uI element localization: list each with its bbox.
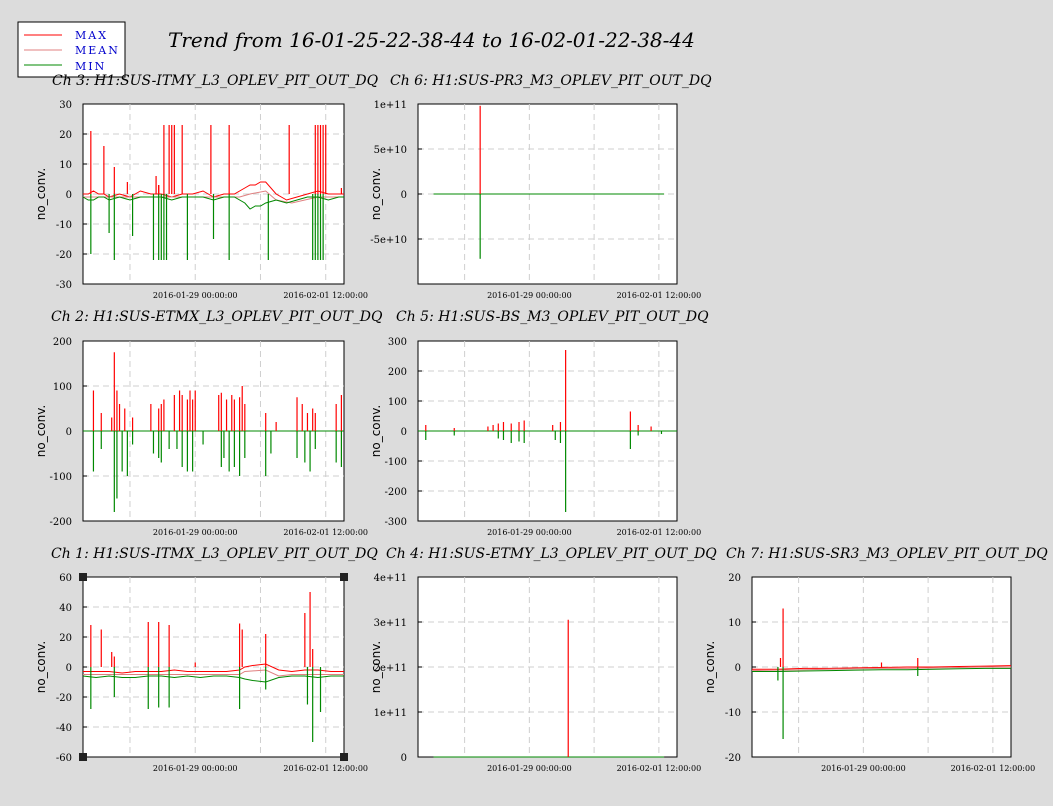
y-tick-label: 0 <box>66 427 72 438</box>
x-tick-label: 2016-02-01 12:00:00 <box>617 764 702 773</box>
y-tick-label: -20 <box>56 250 72 261</box>
panel-ch3: Ch 3: H1:SUS-ITMY_L3_OPLEV_PIT_OUT_DQ 30 2… <box>34 73 379 300</box>
y-tick-label: 20 <box>59 633 72 644</box>
selection-handle[interactable] <box>79 573 87 581</box>
legend-box: MAX MEAN MIN <box>17 21 126 78</box>
y-tick-label: -200 <box>385 487 407 498</box>
legend-max-label: MAX <box>75 29 108 42</box>
series-line-max <box>83 663 344 674</box>
y-axis-label: no_conv. <box>703 641 717 693</box>
y-tick-label: 0 <box>66 663 72 674</box>
panel-ch4: Ch 4: H1:SUS-ETMY_L3_OPLEV_PIT_OUT_DQ 4e+… <box>369 546 717 773</box>
y-axis-label: no_conv. <box>34 168 48 220</box>
y-tick-label: 1e+11 <box>374 708 407 719</box>
x-tick-label: 2016-01-29 00:00:00 <box>821 764 906 773</box>
y-tick-label: 0 <box>66 190 72 201</box>
y-tick-label: 100 <box>388 397 407 408</box>
series-line-min <box>82 675 344 683</box>
panel-title: Ch 1: H1:SUS-ITMX_L3_OPLEV_PIT_OUT_DQ <box>51 546 378 562</box>
selection-handle[interactable] <box>340 753 348 761</box>
y-tick-label: 0 <box>401 190 407 201</box>
x-tick-label: 2016-01-29 00:00:00 <box>487 291 572 300</box>
x-tick-label: 2016-02-01 12:00:00 <box>283 764 368 773</box>
panel-ch6: Ch 6: H1:SUS-PR3_M3_OPLEV_PIT_OUT_DQ 1e+1… <box>369 73 712 300</box>
y-axis-label: no_conv. <box>369 168 383 220</box>
y-tick-label: 100 <box>53 382 72 393</box>
y-tick-label: -20 <box>56 693 72 704</box>
y-axis-label: no_conv. <box>369 405 383 457</box>
y-tick-label: 60 <box>59 573 72 584</box>
y-tick-label: 20 <box>59 130 72 141</box>
y-tick-label: -300 <box>385 517 407 528</box>
y-tick-label: 0 <box>401 753 407 764</box>
selection-handle[interactable] <box>79 753 87 761</box>
y-tick-label: 200 <box>53 337 72 348</box>
panel-title: Ch 6: H1:SUS-PR3_M3_OPLEV_PIT_OUT_DQ <box>390 73 712 89</box>
y-tick-label: -30 <box>56 280 72 291</box>
series-line-min <box>752 667 1011 672</box>
panel-ch7: Ch 7: H1:SUS-SR3_M3_OPLEV_PIT_OUT_DQ 20 10… <box>703 546 1048 773</box>
y-axis-label: no_conv. <box>34 641 48 693</box>
y-tick-label: -10 <box>56 220 72 231</box>
y-tick-label: 1e+11 <box>374 100 407 111</box>
y-tick-label: 40 <box>59 603 72 614</box>
x-tick-label: 2016-02-01 12:00:00 <box>617 528 702 537</box>
x-tick-label: 2016-02-01 12:00:00 <box>283 528 368 537</box>
panel-title: Ch 7: H1:SUS-SR3_M3_OPLEV_PIT_OUT_DQ <box>726 546 1048 562</box>
selection-handle[interactable] <box>340 573 348 581</box>
y-axis-label: no_conv. <box>34 405 48 457</box>
y-tick-label: -60 <box>56 753 72 764</box>
y-tick-label: 3e+11 <box>374 618 407 629</box>
panel-ch2: Ch 2: H1:SUS-ETMX_L3_OPLEV_PIT_OUT_DQ 200… <box>34 309 383 537</box>
panel-title: Ch 5: H1:SUS-BS_M3_OPLEV_PIT_OUT_DQ <box>396 309 709 325</box>
y-tick-label: -40 <box>56 723 72 734</box>
x-tick-label: 2016-02-01 12:00:00 <box>617 291 702 300</box>
panel-ch1[interactable]: Ch 1: H1:SUS-ITMX_L3_OPLEV_PIT_OUT_DQ 60 4… <box>34 546 378 773</box>
panel-title: Ch 4: H1:SUS-ETMY_L3_OPLEV_PIT_OUT_DQ <box>386 546 717 562</box>
y-tick-label: -100 <box>385 457 407 468</box>
y-tick-label: -10 <box>725 708 741 719</box>
y-tick-label: 300 <box>388 337 407 348</box>
y-tick-label: 4e+11 <box>374 573 407 584</box>
panel-ch5: Ch 5: H1:SUS-BS_M3_OPLEV_PIT_OUT_DQ 300 20… <box>369 309 709 537</box>
x-tick-label: 2016-02-01 12:00:00 <box>951 764 1036 773</box>
x-tick-label: 2016-02-01 12:00:00 <box>283 291 368 300</box>
series-line-max <box>752 665 1012 670</box>
y-tick-label: 0 <box>735 663 741 674</box>
y-tick-label: -20 <box>725 753 741 764</box>
y-tick-label: 20 <box>728 573 741 584</box>
x-tick-label: 2016-01-29 00:00:00 <box>153 291 238 300</box>
panel-title: Ch 2: H1:SUS-ETMX_L3_OPLEV_PIT_OUT_DQ <box>51 309 383 325</box>
legend-mean-label: MEAN <box>75 44 120 57</box>
y-tick-label: 10 <box>59 160 72 171</box>
page-title: Trend from 16-01-25-22-38-44 to 16-02-01… <box>168 28 695 52</box>
x-tick-label: 2016-01-29 00:00:00 <box>487 764 572 773</box>
panel-title: Ch 3: H1:SUS-ITMY_L3_OPLEV_PIT_OUT_DQ <box>52 73 379 89</box>
y-tick-label: 2e+11 <box>374 663 407 674</box>
series-line-mean <box>83 190 344 204</box>
legend-min-label: MIN <box>75 60 106 73</box>
y-tick-label: 5e+10 <box>374 145 407 156</box>
y-tick-label: 30 <box>59 100 72 111</box>
x-tick-label: 2016-01-29 00:00:00 <box>153 528 238 537</box>
x-tick-label: 2016-01-29 00:00:00 <box>153 764 238 773</box>
series-line-mean <box>751 666 1011 672</box>
y-axis-label: no_conv. <box>369 641 383 693</box>
y-tick-label: 0 <box>401 427 407 438</box>
x-tick-label: 2016-01-29 00:00:00 <box>487 528 572 537</box>
y-tick-label: -200 <box>50 517 72 528</box>
y-tick-label: -5e+10 <box>370 235 407 246</box>
y-tick-label: 10 <box>728 618 741 629</box>
y-tick-label: 200 <box>388 367 407 378</box>
y-tick-label: -100 <box>50 472 72 483</box>
